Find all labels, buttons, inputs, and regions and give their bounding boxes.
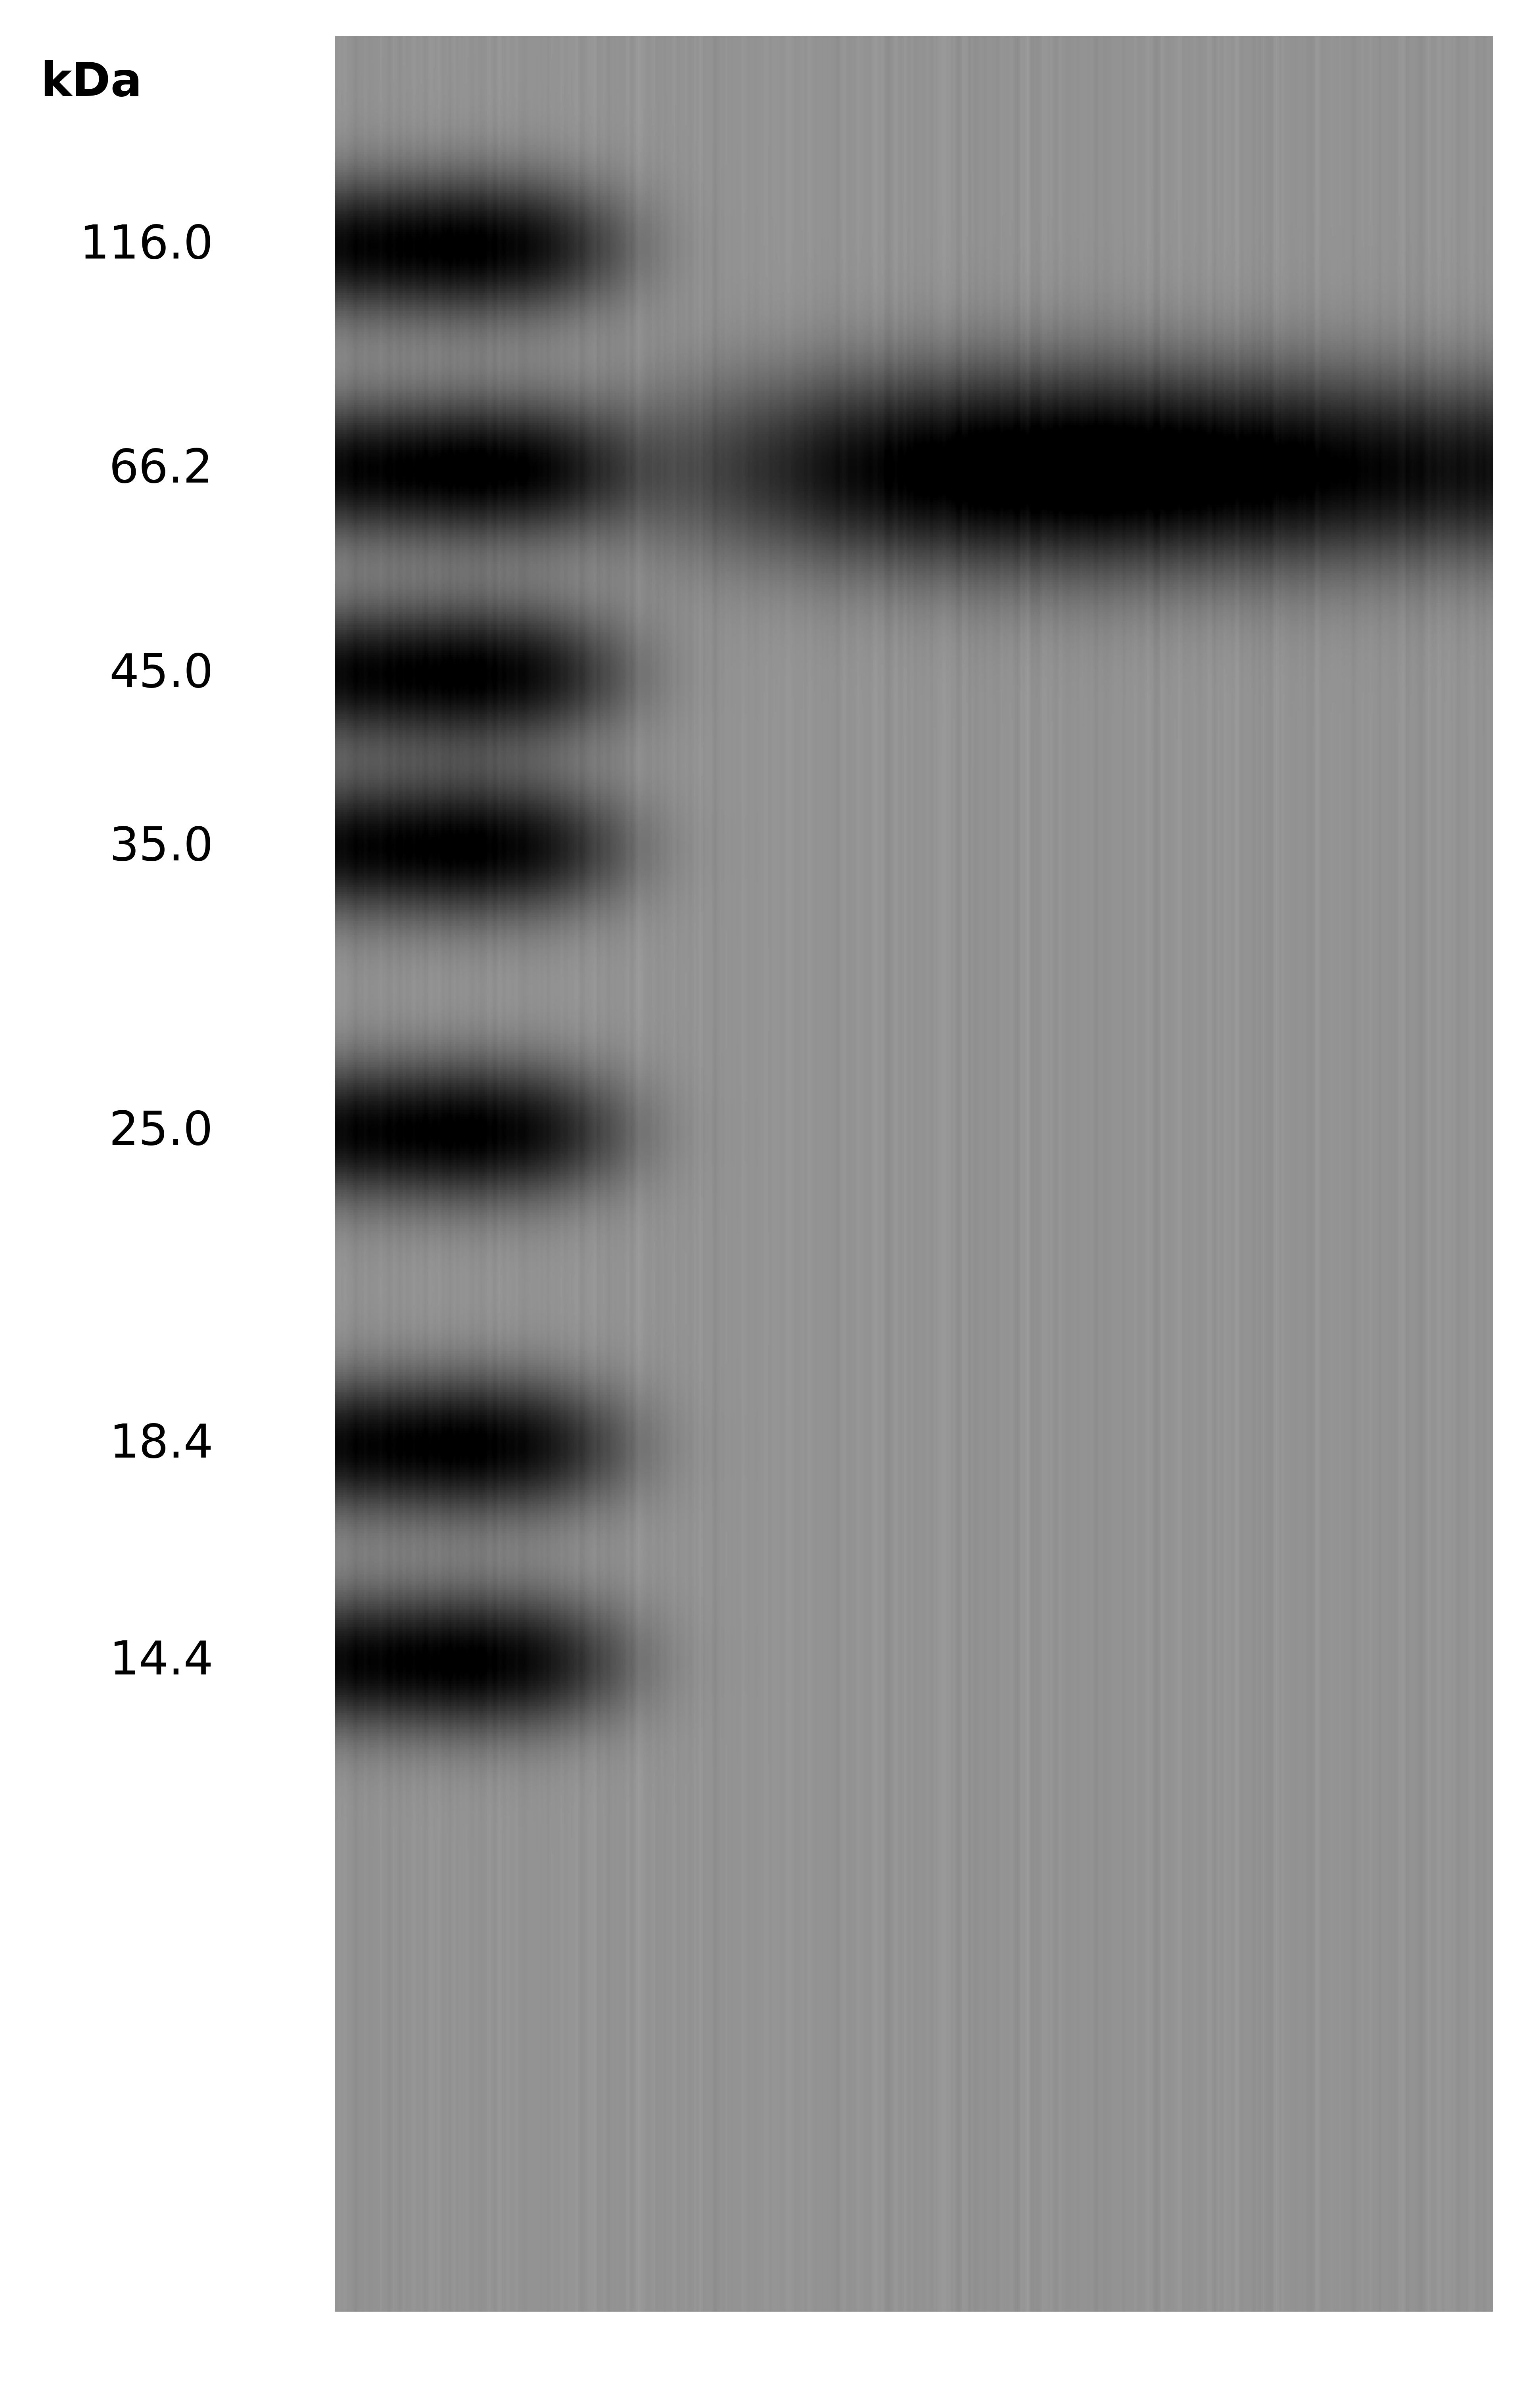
Text: 18.4: 18.4 bbox=[110, 1423, 213, 1466]
Text: 45.0: 45.0 bbox=[110, 653, 213, 696]
Text: M: M bbox=[513, 55, 568, 108]
Text: kDa: kDa bbox=[41, 60, 142, 106]
Text: 116.0: 116.0 bbox=[79, 224, 213, 267]
Text: 25.0: 25.0 bbox=[110, 1110, 213, 1153]
Text: 66.2: 66.2 bbox=[110, 448, 213, 491]
Text: 35.0: 35.0 bbox=[110, 826, 213, 869]
Text: 14.4: 14.4 bbox=[110, 1640, 213, 1683]
